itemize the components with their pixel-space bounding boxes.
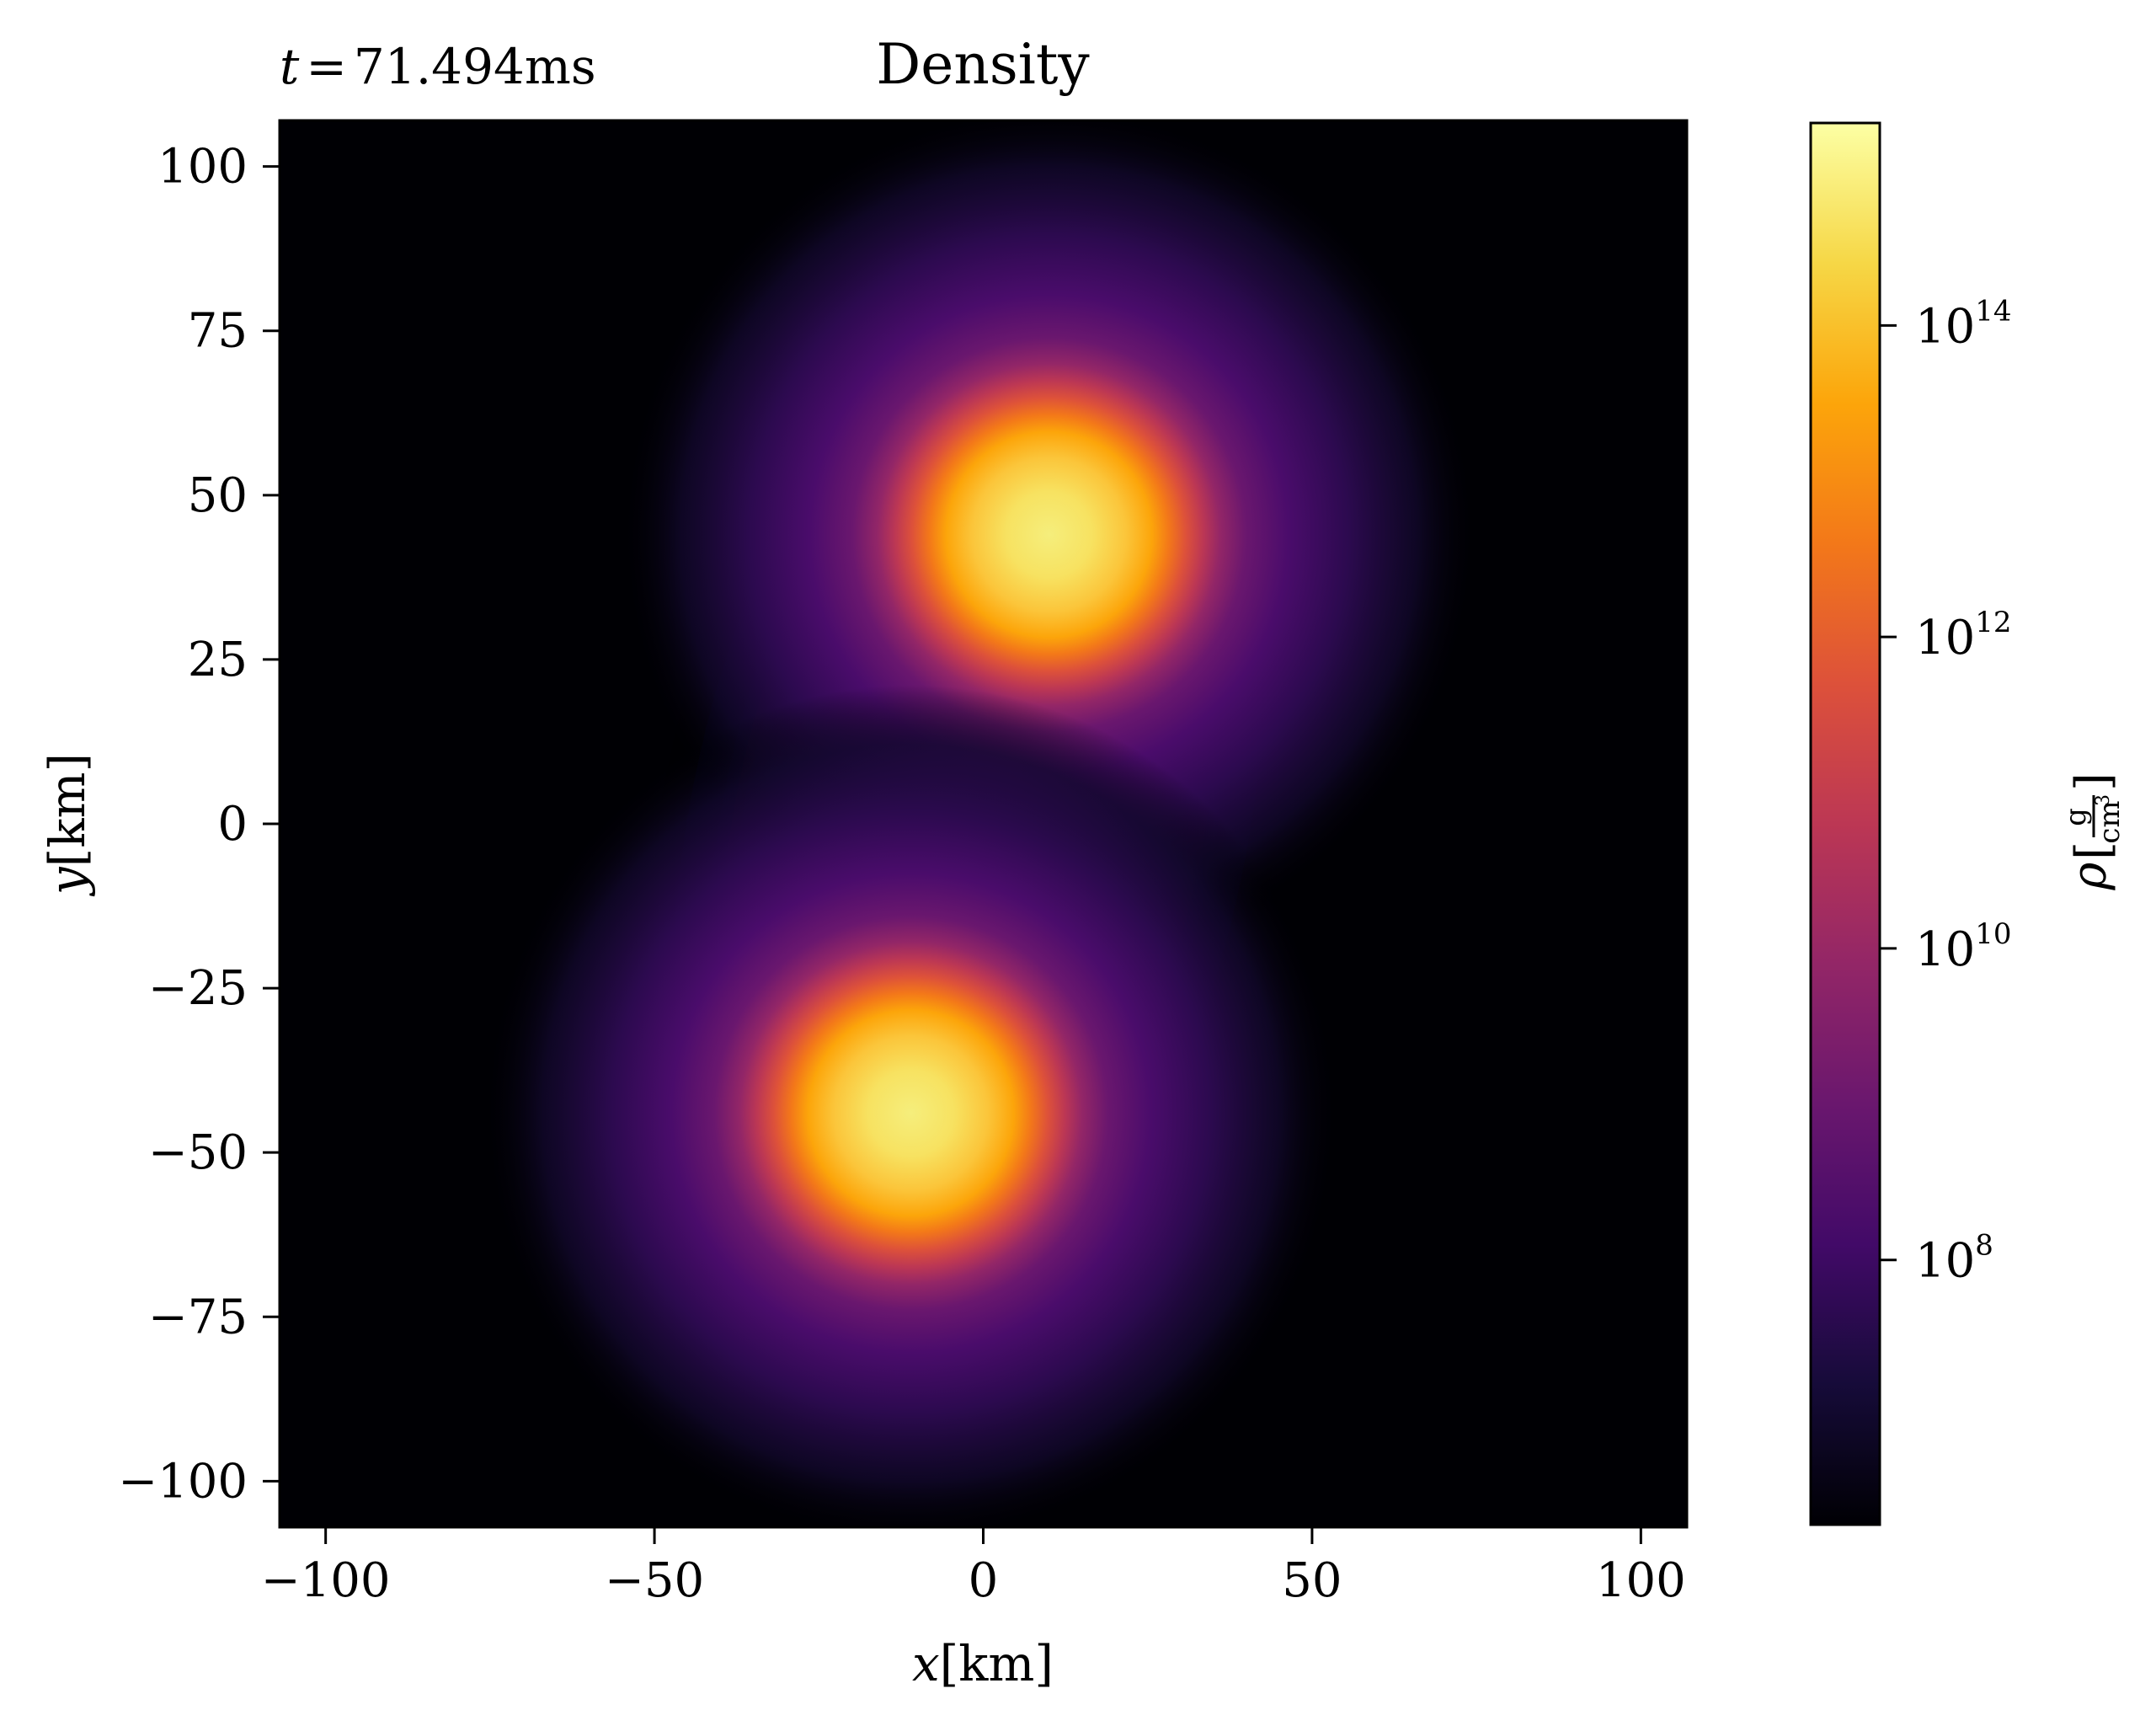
x-axis: −100 −50 0 50 100 [261,1527,1686,1608]
colorbar-tick-label: 108 [1915,1229,1993,1289]
y-axis: −100 −75 −50 −25 0 25 50 75 100 [118,140,280,1509]
chart-title: Density [876,32,1090,97]
x-tick-label: 100 [1596,1553,1686,1608]
y-tick-label: 100 [157,140,248,195]
colorbar-tick-exponent: 14 [1975,294,2011,328]
time-annotation: t = 71.494ms [280,38,596,95]
colorbar-bracket-left: [ [2066,842,2121,860]
y-tick-label: 0 [217,797,248,852]
colorbar-tick-base: 10 [1915,299,1975,354]
x-axis-label: x[km] [912,1635,1054,1692]
colorbar-label: ρ [ g cm 3 ] [2059,772,2127,890]
time-variable: t [280,38,300,95]
colorbar-denominator-power: 3 [2093,794,2114,806]
y-tick-label: 25 [188,633,248,687]
colorbar-tick-base: 10 [1915,922,1975,977]
y-axis-variable: y [39,866,96,897]
y-axis-unit: [km] [39,753,96,867]
y-tick-label: 75 [188,304,248,359]
time-value: 71.494 [354,38,525,95]
y-axis-label: y[km] [39,753,96,897]
time-equals: = [306,38,347,95]
colorbar-bracket-right: ] [2066,772,2121,791]
colorbar-tick-base: 10 [1915,611,1975,665]
colorbar-tick-label: 1014 [1915,294,2012,354]
y-tick-label: −25 [148,961,248,1016]
colorbar-tick-label: 1010 [1915,917,2012,977]
colorbar-tick-exponent: 8 [1975,1229,1993,1263]
colorbar-tick-exponent: 12 [1975,606,2011,639]
y-tick-label: −50 [148,1125,248,1180]
colorbar-tick-label: 1012 [1915,606,2012,665]
x-tick-label: 0 [969,1553,999,1608]
colorbar-frame [1809,121,1881,1526]
x-tick-label: −100 [261,1553,391,1608]
colorbar-numerator: g [2059,808,2093,826]
colorbar-tick-exponent: 10 [1975,917,2011,951]
colorbar-tick-base: 10 [1915,1234,1975,1289]
y-tick-label: 50 [188,468,248,523]
density-core-2 [483,685,1339,1527]
colorbar-symbol: ρ [2063,862,2117,890]
x-tick-label: −50 [605,1553,704,1608]
y-tick-label: −75 [148,1290,248,1344]
time-unit: ms [525,38,596,95]
x-axis-variable: x [912,1635,940,1692]
x-tick-label: 50 [1282,1553,1342,1608]
colorbar-denominator: cm [2093,800,2127,843]
density-heatmap [280,120,1687,1527]
x-axis-unit: [km] [940,1635,1054,1692]
colorbar-gradient [1811,123,1880,1525]
y-tick-label: −100 [118,1454,248,1509]
